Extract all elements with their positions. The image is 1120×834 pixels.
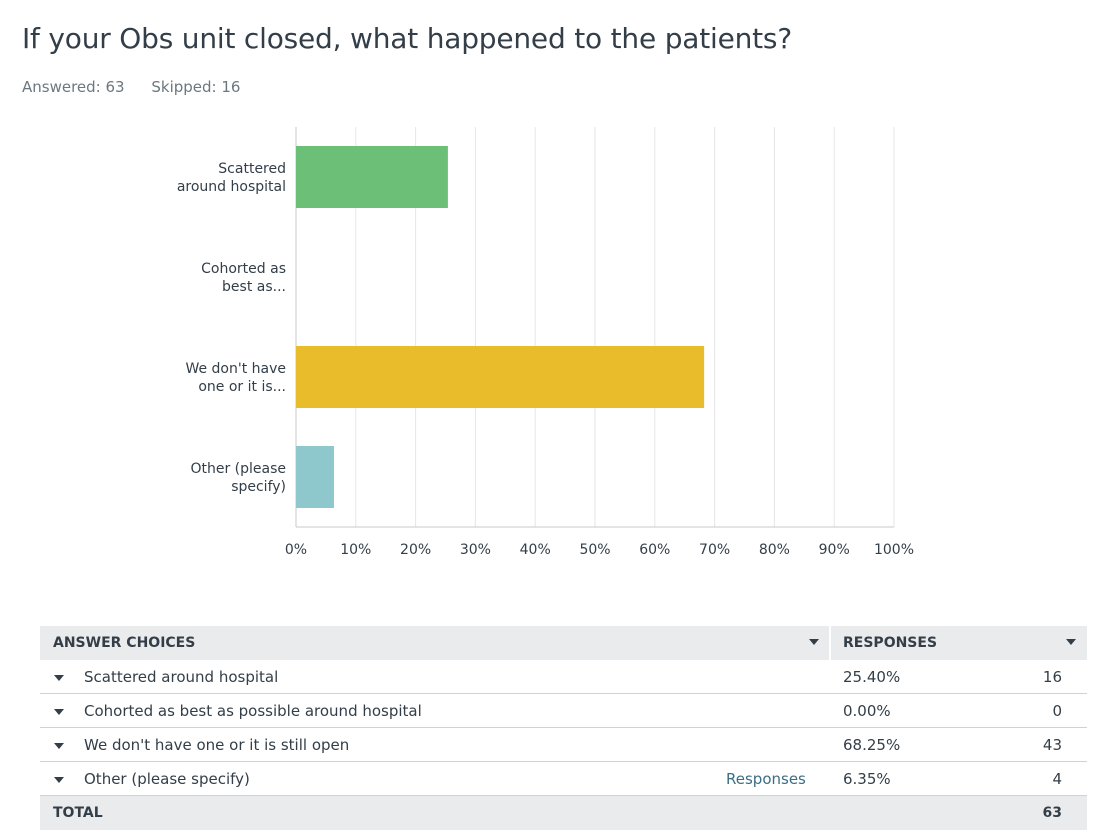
sort-responses-icon[interactable] [1066,639,1076,645]
bar[interactable] [296,446,334,508]
x-tick-label: 80% [759,542,790,558]
other-responses-link[interactable]: Responses [726,770,806,788]
answer-choice-text: We don't have one or it is still open [84,736,350,754]
table-row: Other (please specify) Responses 6.35% 4 [40,762,1087,796]
x-tick-label: 0% [285,542,307,558]
response-percent: 25.40% [843,668,901,686]
bar[interactable] [296,346,705,408]
table-total-row: TOTAL 63 [40,796,1087,830]
category-label: Cohorted as [201,261,286,277]
table-header: ANSWER CHOICES RESPONSES [40,626,1087,660]
response-percent: 0.00% [843,702,891,720]
expand-row-icon[interactable] [54,777,64,783]
answer-table: ANSWER CHOICES RESPONSES Scattered aroun… [40,626,1087,830]
answer-choices-header[interactable]: ANSWER CHOICES [53,635,196,651]
chart-bars [296,146,705,508]
table-row: We don't have one or it is still open 68.… [40,728,1087,762]
category-label: specify) [231,479,286,495]
table-row: Scattered around hospital 25.40% 16 [40,660,1087,694]
response-count: 0 [1052,702,1062,720]
response-percent: 6.35% [843,770,891,788]
x-tick-label: 70% [699,542,730,558]
answer-choice-text: Other (please specify) [84,770,250,788]
bar[interactable] [296,146,448,208]
table-row: Cohorted as best as possible around hosp… [40,694,1087,728]
header-divider [829,626,831,660]
question-title: If your Obs unit closed, what happened t… [22,22,792,55]
chart-category-labels: Scattered around hospital Cohorted as best … [177,161,286,495]
bar-chart: Scattered around hospital Cohorted as best … [177,127,914,558]
total-label: TOTAL [53,805,103,821]
answer-choice-text: Cohorted as best as possible around hosp… [84,702,422,720]
x-tick-label: 50% [579,542,610,558]
answer-choice-text: Scattered around hospital [84,668,279,686]
x-tick-label: 20% [400,542,431,558]
x-tick-label: 60% [639,542,670,558]
category-label: one or it is... [198,379,286,395]
category-label: around hospital [177,179,286,195]
response-count: 4 [1052,770,1062,788]
category-label: Scattered [218,161,286,177]
expand-row-icon[interactable] [54,675,64,681]
total-count: 63 [1042,805,1062,821]
skipped-count: Skipped: 16 [151,78,241,96]
chart-tick-labels: 0% 10% 20% 30% 40% 50% 60% 70% 80% 90% 100% [285,542,914,558]
x-tick-label: 100% [874,542,914,558]
category-label: We don't have [185,361,286,377]
expand-row-icon[interactable] [54,709,64,715]
response-count: 43 [1042,736,1062,754]
answered-count: Answered: 63 [22,78,125,96]
x-tick-label: 40% [520,542,551,558]
category-label: Other (please [190,461,286,477]
responses-header[interactable]: RESPONSES [843,635,938,651]
x-tick-label: 30% [460,542,491,558]
x-tick-label: 90% [819,542,850,558]
expand-row-icon[interactable] [54,743,64,749]
response-count: 16 [1042,668,1062,686]
response-stats: Answered: 63 Skipped: 16 [22,78,262,96]
category-label: best as... [222,279,286,295]
x-tick-label: 10% [340,542,371,558]
response-percent: 68.25% [843,736,901,754]
sort-choices-icon[interactable] [809,639,819,645]
